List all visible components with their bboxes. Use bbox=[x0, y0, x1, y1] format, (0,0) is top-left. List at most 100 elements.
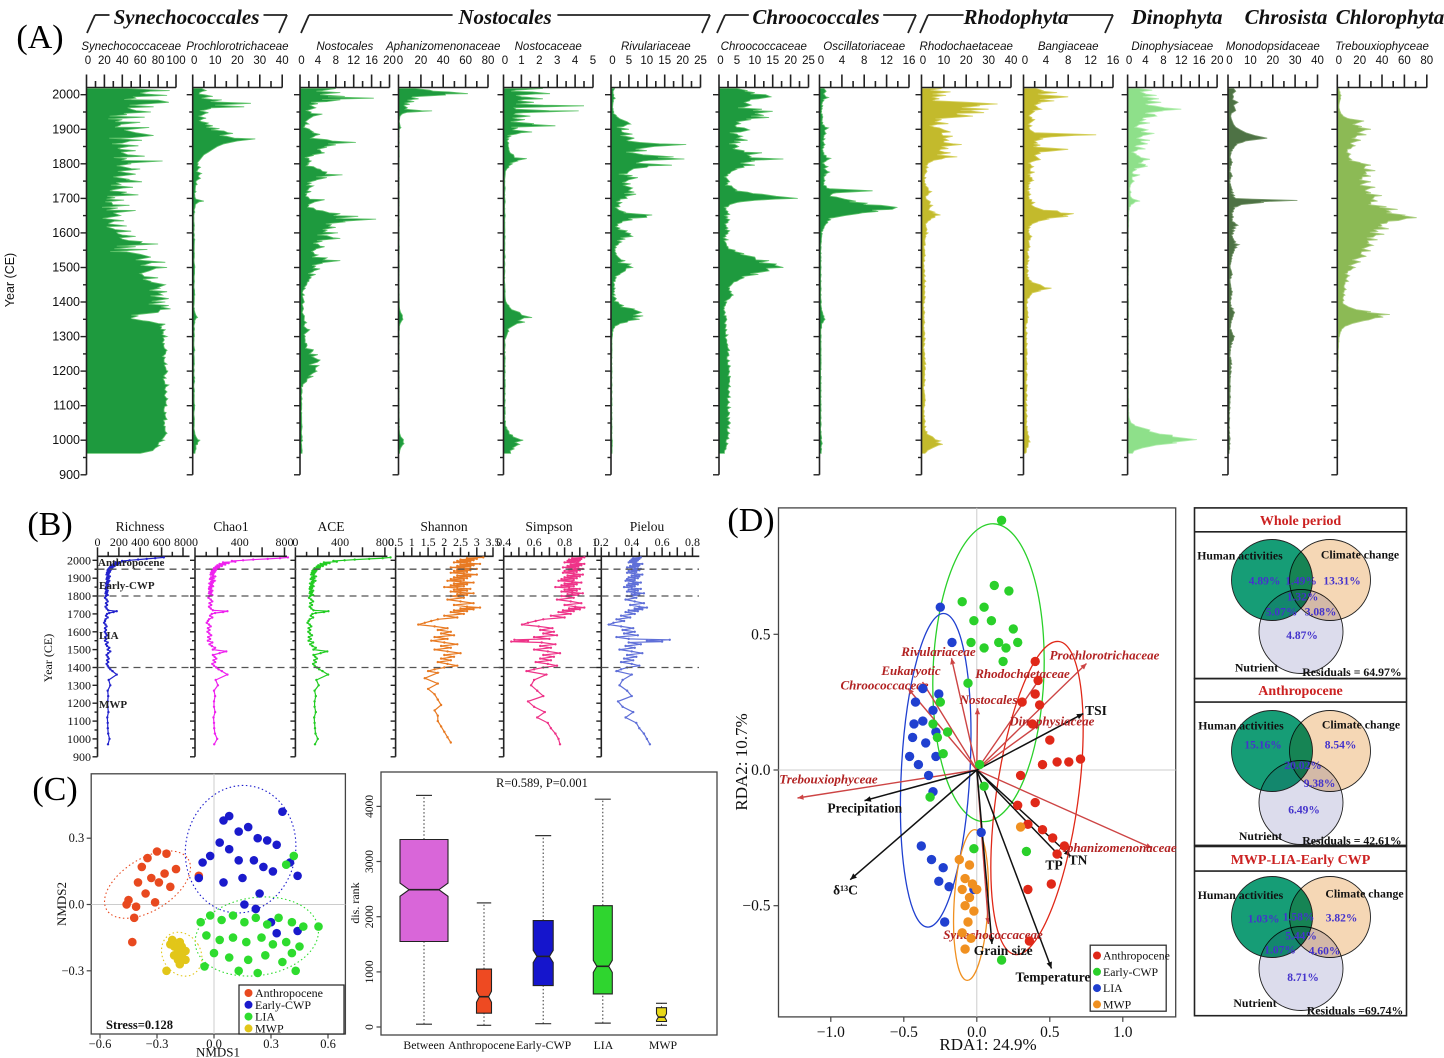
svg-text:Early-CWP: Early-CWP bbox=[516, 1038, 571, 1052]
svg-text:Early-CWP: Early-CWP bbox=[1103, 965, 1158, 979]
svg-text:16: 16 bbox=[365, 55, 378, 67]
svg-text:Prochlorotrichaceae: Prochlorotrichaceae bbox=[186, 41, 288, 53]
svg-text:1600: 1600 bbox=[52, 226, 80, 240]
svg-text:1000: 1000 bbox=[364, 960, 376, 983]
svg-text:40: 40 bbox=[1376, 55, 1389, 67]
svg-text:16: 16 bbox=[903, 55, 916, 67]
svg-text:Nutrient: Nutrient bbox=[1233, 996, 1276, 1010]
svg-text:0: 0 bbox=[292, 535, 298, 549]
svg-text:Dinophyta: Dinophyta bbox=[1130, 5, 1222, 29]
svg-text:2000: 2000 bbox=[52, 88, 80, 102]
svg-text:MWP: MWP bbox=[649, 1038, 678, 1052]
svg-text:3: 3 bbox=[554, 55, 560, 67]
svg-text:0.0: 0.0 bbox=[69, 898, 85, 912]
svg-text:Dinophysiaceae: Dinophysiaceae bbox=[1131, 41, 1213, 53]
svg-text:LIA: LIA bbox=[99, 630, 119, 642]
svg-text:0.8: 0.8 bbox=[685, 535, 700, 549]
svg-text:Dinophysiaceae: Dinophysiaceae bbox=[1008, 714, 1094, 729]
svg-text:(A): (A) bbox=[16, 19, 63, 56]
svg-text:8: 8 bbox=[1065, 55, 1071, 67]
svg-text:40: 40 bbox=[276, 55, 289, 67]
svg-text:400: 400 bbox=[131, 535, 149, 549]
svg-text:1.58%: 1.58% bbox=[1283, 911, 1315, 923]
svg-text:0: 0 bbox=[192, 535, 198, 549]
svg-text:100: 100 bbox=[166, 55, 185, 67]
svg-text:−1.0: −1.0 bbox=[817, 1024, 845, 1041]
svg-text:1100: 1100 bbox=[67, 714, 91, 728]
svg-text:0.4: 0.4 bbox=[496, 535, 511, 549]
svg-text:1300: 1300 bbox=[52, 330, 80, 344]
svg-text:0: 0 bbox=[298, 55, 304, 67]
svg-text:1200: 1200 bbox=[67, 696, 91, 710]
svg-text:25: 25 bbox=[802, 55, 815, 67]
svg-text:Synechococcales: Synechococcales bbox=[114, 5, 260, 29]
svg-text:900: 900 bbox=[73, 750, 91, 764]
svg-text:Prochlorotrichaceae: Prochlorotrichaceae bbox=[1050, 648, 1160, 663]
svg-text:800: 800 bbox=[376, 535, 394, 549]
svg-text:0.8: 0.8 bbox=[557, 535, 572, 549]
svg-text:20: 20 bbox=[784, 55, 797, 67]
svg-text:1.5: 1.5 bbox=[421, 535, 436, 549]
svg-text:1: 1 bbox=[518, 55, 524, 67]
svg-text:Anthropocene: Anthropocene bbox=[1258, 684, 1343, 699]
svg-text:Eukaryotic: Eukaryotic bbox=[880, 663, 940, 678]
svg-text:1.0: 1.0 bbox=[1113, 1024, 1133, 1041]
svg-text:NMDS1: NMDS1 bbox=[196, 1045, 240, 1058]
svg-text:12: 12 bbox=[1084, 55, 1097, 67]
svg-text:Nostocaceae: Nostocaceae bbox=[515, 41, 582, 53]
svg-text:5.07%: 5.07% bbox=[1266, 607, 1298, 619]
svg-text:1400: 1400 bbox=[67, 661, 91, 675]
svg-text:20: 20 bbox=[98, 55, 111, 67]
svg-text:12: 12 bbox=[1175, 55, 1188, 67]
svg-text:Rivulariaceae: Rivulariaceae bbox=[900, 644, 976, 659]
svg-text:2.5: 2.5 bbox=[453, 535, 468, 549]
svg-text:0: 0 bbox=[1226, 55, 1232, 67]
svg-text:400: 400 bbox=[331, 535, 349, 549]
svg-text:5: 5 bbox=[734, 55, 740, 67]
svg-text:Nutrient: Nutrient bbox=[1235, 661, 1278, 675]
svg-text:Human activities: Human activities bbox=[1198, 888, 1284, 902]
svg-text:0: 0 bbox=[85, 55, 91, 67]
svg-text:4.87%: 4.87% bbox=[1286, 630, 1318, 642]
svg-text:4: 4 bbox=[315, 55, 322, 67]
svg-text:Aphanizomenonaceae: Aphanizomenonaceae bbox=[1057, 840, 1177, 855]
svg-text:1700: 1700 bbox=[52, 191, 80, 205]
svg-text:Climate change: Climate change bbox=[1325, 887, 1403, 901]
svg-text:LIA: LIA bbox=[1103, 981, 1123, 995]
svg-text:Between: Between bbox=[403, 1038, 444, 1052]
svg-text:0.0: 0.0 bbox=[751, 762, 771, 779]
svg-text:0: 0 bbox=[717, 55, 723, 67]
svg-text:20: 20 bbox=[415, 55, 428, 67]
svg-text:0: 0 bbox=[191, 55, 197, 67]
svg-text:10: 10 bbox=[938, 55, 951, 67]
svg-text:LIA: LIA bbox=[255, 1010, 275, 1024]
svg-text:3: 3 bbox=[474, 535, 480, 549]
svg-text:1000: 1000 bbox=[52, 433, 80, 447]
svg-text:0: 0 bbox=[502, 55, 508, 67]
svg-text:0.4: 0.4 bbox=[624, 535, 639, 549]
svg-text:800: 800 bbox=[174, 535, 192, 549]
svg-text:600: 600 bbox=[153, 535, 171, 549]
svg-text:20: 20 bbox=[231, 55, 244, 67]
svg-text:20: 20 bbox=[676, 55, 689, 67]
svg-text:Shannon: Shannon bbox=[420, 519, 468, 534]
svg-text:Rhodochaetaceae: Rhodochaetaceae bbox=[974, 666, 1070, 681]
svg-text:0.0: 0.0 bbox=[206, 1037, 222, 1051]
svg-text:Anthropocene: Anthropocene bbox=[1103, 949, 1170, 963]
svg-text:8: 8 bbox=[861, 55, 867, 67]
svg-text:8: 8 bbox=[333, 55, 339, 67]
svg-text:12: 12 bbox=[880, 55, 893, 67]
svg-text:800: 800 bbox=[276, 535, 294, 549]
svg-text:0: 0 bbox=[397, 55, 403, 67]
svg-text:8.71%: 8.71% bbox=[1287, 972, 1319, 984]
svg-text:900: 900 bbox=[59, 468, 80, 482]
svg-text:3.08%: 3.08% bbox=[1305, 607, 1337, 619]
svg-text:−0.5: −0.5 bbox=[742, 898, 770, 915]
svg-text:Precipitation: Precipitation bbox=[827, 801, 902, 816]
svg-text:1900: 1900 bbox=[67, 571, 91, 585]
svg-text:−0.3: −0.3 bbox=[146, 1037, 169, 1051]
svg-text:0.6: 0.6 bbox=[320, 1037, 336, 1051]
svg-text:1500: 1500 bbox=[52, 261, 80, 275]
svg-text:Synechococcaceae: Synechococcaceae bbox=[81, 41, 181, 53]
svg-text:12: 12 bbox=[347, 55, 360, 67]
